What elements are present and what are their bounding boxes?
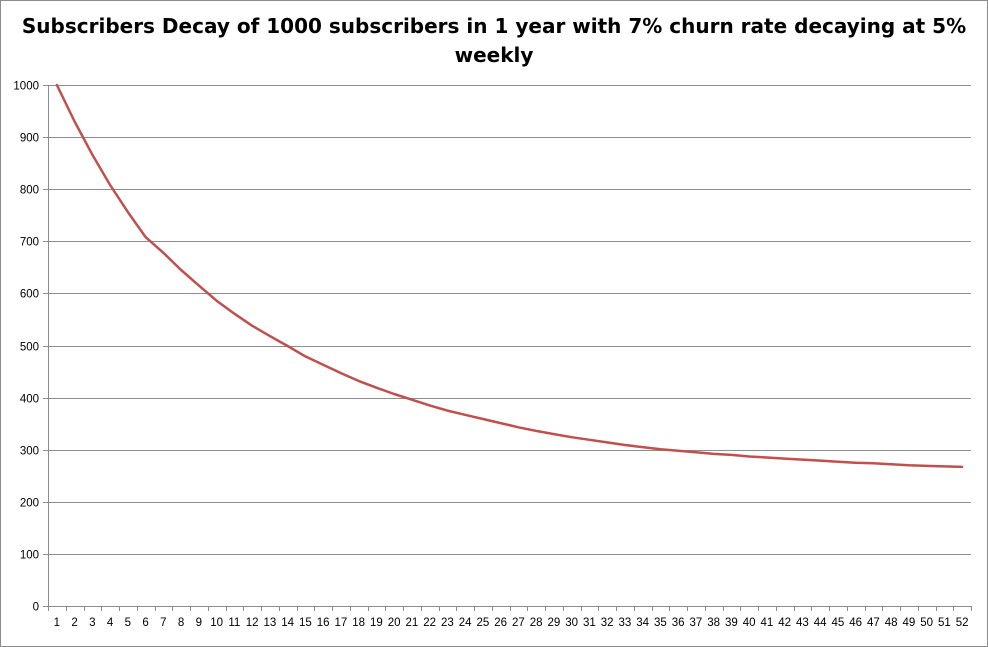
x-tick-label: 23 bbox=[441, 617, 454, 629]
x-tick-label: 37 bbox=[689, 617, 702, 629]
y-tick-label: 700 bbox=[20, 237, 39, 249]
x-tick-label: 19 bbox=[370, 617, 383, 629]
series-line bbox=[55, 83, 964, 469]
x-tick-label: 14 bbox=[281, 617, 294, 629]
x-tick-label: 9 bbox=[196, 617, 202, 629]
x-tick-label: 45 bbox=[831, 617, 844, 629]
x-tick-label: 35 bbox=[654, 617, 667, 629]
x-tick-label: 12 bbox=[246, 617, 259, 629]
x-tick-label: 34 bbox=[636, 617, 649, 629]
x-tick-label: 27 bbox=[512, 617, 525, 629]
y-tick-label: 600 bbox=[20, 289, 39, 301]
chart-title: Subscribers Decay of 1000 subscribers in… bbox=[21, 14, 967, 67]
x-tick-label: 3 bbox=[89, 617, 95, 629]
x-tick-label: 25 bbox=[476, 617, 489, 629]
y-tick-label: 0 bbox=[33, 602, 39, 614]
x-tick-label: 38 bbox=[707, 617, 720, 629]
x-tick-label: 32 bbox=[601, 617, 614, 629]
x-tick-label: 21 bbox=[405, 617, 418, 629]
x-tick-label: 36 bbox=[672, 617, 685, 629]
x-tick-label: 43 bbox=[796, 617, 809, 629]
x-tick-label: 20 bbox=[388, 617, 401, 629]
y-tick-label: 300 bbox=[20, 446, 39, 458]
x-tick-label: 52 bbox=[956, 617, 969, 629]
x-tick-label: 5 bbox=[125, 617, 131, 629]
gridlines bbox=[48, 85, 971, 555]
y-tick-label: 400 bbox=[20, 394, 39, 406]
x-tick-label: 7 bbox=[160, 617, 166, 629]
x-tick-label: 1 bbox=[54, 617, 60, 629]
x-tick-label: 47 bbox=[867, 617, 880, 629]
x-tick-label: 46 bbox=[849, 617, 862, 629]
x-tick-label: 16 bbox=[317, 617, 330, 629]
x-tick-label: 26 bbox=[494, 617, 507, 629]
x-tick-label: 30 bbox=[565, 617, 578, 629]
x-tick-label: 44 bbox=[814, 617, 827, 629]
x-tick-label: 17 bbox=[334, 617, 347, 629]
x-tick-label: 51 bbox=[938, 617, 951, 629]
x-tick-label: 48 bbox=[885, 617, 898, 629]
y-tick-label: 900 bbox=[20, 133, 39, 145]
y-tick-label: 1000 bbox=[13, 81, 39, 93]
plot-area bbox=[55, 83, 964, 469]
x-tick-label: 49 bbox=[902, 617, 915, 629]
x-tick-label: 41 bbox=[760, 617, 773, 629]
x-tick-label: 39 bbox=[725, 617, 738, 629]
axes bbox=[43, 85, 972, 611]
y-tick-label: 500 bbox=[20, 342, 39, 354]
x-tick-label: 24 bbox=[459, 617, 472, 629]
x-tick-label: 4 bbox=[107, 617, 114, 629]
x-tick-label: 40 bbox=[743, 617, 756, 629]
x-tick-label: 2 bbox=[71, 617, 77, 629]
x-tick-label: 28 bbox=[530, 617, 543, 629]
x-tick-label: 42 bbox=[778, 617, 791, 629]
x-tick-label: 33 bbox=[618, 617, 631, 629]
x-tick-label: 10 bbox=[210, 617, 223, 629]
x-tick-label: 18 bbox=[352, 617, 365, 629]
x-tick-label: 13 bbox=[263, 617, 276, 629]
x-tick-label: 11 bbox=[228, 617, 240, 629]
y-tick-label: 100 bbox=[20, 550, 39, 562]
x-tick-label: 6 bbox=[142, 617, 148, 629]
x-tick-label: 31 bbox=[583, 617, 596, 629]
x-tick-label: 50 bbox=[920, 617, 933, 629]
y-tick-label: 200 bbox=[20, 498, 39, 510]
y-tick-labels: 0 100 200 300 400 500 600 700 800 900 1000 bbox=[13, 81, 39, 614]
x-tick-label: 29 bbox=[547, 617, 560, 629]
x-tick-label: 15 bbox=[299, 617, 312, 629]
x-tick-label: 8 bbox=[178, 617, 184, 629]
y-tick-label: 800 bbox=[20, 185, 39, 197]
x-tick-label: 22 bbox=[423, 617, 436, 629]
x-tick-labels: 1 2 3 4 5 6 7 8 9 10 11 12 13 14 15 16 17 18 19 20 21 22 23 24 2… bbox=[54, 617, 969, 629]
